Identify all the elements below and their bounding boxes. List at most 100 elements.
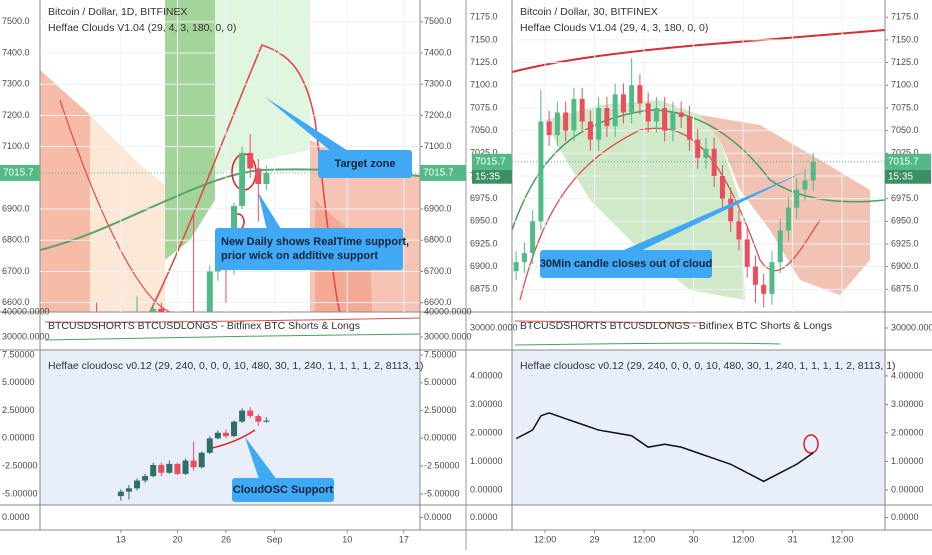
- y-tick-label: 1.00000: [470, 456, 503, 466]
- candle-body: [117, 491, 124, 497]
- candle-body: [158, 465, 165, 473]
- y-tick-label: 7100.0: [470, 80, 498, 90]
- y-tick-label: 6950.0: [891, 216, 919, 226]
- candle-body: [546, 121, 552, 136]
- callout-text: 30Min candle closes out of cloud: [540, 258, 712, 270]
- candle-body: [736, 221, 742, 240]
- y-tick-label: 6975.0: [891, 193, 919, 203]
- y-tick-label: 5.00000: [424, 377, 457, 387]
- shorts-line: [44, 317, 421, 323]
- candle-body: [711, 148, 717, 176]
- y-tick-label: 30000.0000: [2, 331, 50, 341]
- y-tick-label: 6925.0: [470, 238, 498, 248]
- y-tick-label: 1.00000: [891, 456, 924, 466]
- y-tick-label: 5.00000: [2, 377, 35, 387]
- candle-body: [596, 107, 602, 140]
- osc-background: [40, 350, 420, 505]
- pane-title: BTCUSDSHORTS BTCUSDLONGS - Bitfinex BTC …: [520, 320, 832, 332]
- y-tick-label: 6700.0: [424, 266, 452, 276]
- candle-body: [166, 463, 173, 473]
- candle-body: [198, 452, 205, 468]
- countdown-label: 15:35: [888, 171, 913, 182]
- candle-body: [158, 308, 165, 312]
- candle-body: [206, 271, 213, 312]
- y-tick-label: 6600.0: [424, 297, 452, 307]
- y-tick-label: 7050.0: [891, 125, 919, 135]
- candle-body: [563, 112, 569, 131]
- y-tick-label: 6900.0: [2, 203, 30, 213]
- last-price-tag: [0, 164, 40, 181]
- candle-body: [810, 161, 816, 181]
- candle-body: [785, 207, 791, 231]
- y-tick-label: 2.50000: [2, 405, 35, 415]
- candles: [117, 407, 270, 501]
- y-tick-label: -5.00000: [424, 488, 460, 498]
- callout-box: [232, 478, 334, 502]
- candle-body: [802, 180, 808, 190]
- callout-text: Target zone: [335, 158, 396, 170]
- y-tick-label: -2.50000: [424, 460, 460, 470]
- y-tick-label: 7500.0: [424, 16, 452, 26]
- x-tick-label: 17: [399, 534, 409, 544]
- candle-body: [794, 189, 800, 208]
- y-tick-label: 7025.0: [470, 148, 498, 158]
- y-tick-label: 0.00000: [2, 433, 35, 443]
- y-tick-label: 6875.0: [470, 284, 498, 294]
- candle-body: [686, 117, 692, 140]
- candle-body: [134, 480, 141, 489]
- y-tick-label: 6700.0: [2, 266, 30, 276]
- candle-body: [653, 107, 659, 122]
- y-tick-label: 7100.0: [424, 141, 452, 151]
- y-tick-label: 0.00000: [891, 484, 924, 494]
- candle-body: [769, 262, 775, 294]
- candle-body: [222, 432, 229, 437]
- candle-body: [719, 175, 725, 199]
- y-tick-label: 0.00000: [424, 433, 457, 443]
- y-tick-label: 6600.0: [2, 297, 30, 307]
- chart-title: Bitcoin / Dollar, 1D, BITFINEX: [48, 6, 187, 18]
- x-tick-label: 31: [788, 534, 798, 544]
- candle-body: [125, 488, 132, 492]
- chart-title: Bitcoin / Dollar, 30, BITFINEX: [520, 6, 658, 18]
- y-tick-label: 7200.0: [2, 110, 30, 120]
- candles: [513, 58, 816, 308]
- last-price-tag: [420, 164, 466, 181]
- last-price-label: 7015.7: [475, 156, 506, 167]
- y-tick-label: 7200.0: [424, 110, 452, 120]
- y-tick-label: 6950.0: [470, 216, 498, 226]
- indicator-title: Heffae Clouds V1.04 (29, 4, 3, 180, 0, 0…: [48, 22, 236, 34]
- candle-body: [182, 460, 189, 474]
- x-tick-label: 12:00: [633, 534, 656, 544]
- x-tick-label: 12:00: [831, 534, 854, 544]
- x-tick-label: 30: [689, 534, 699, 544]
- callout-pointer: [591, 170, 808, 264]
- y-tick-label: 2.00000: [470, 427, 503, 437]
- candle-body: [587, 121, 593, 140]
- y-tick-label: 6975.0: [470, 193, 498, 203]
- candle-body: [645, 103, 651, 122]
- callout-pointer: [265, 97, 369, 164]
- candle-body: [744, 239, 750, 267]
- callout-box: [318, 150, 412, 178]
- candle-body: [247, 152, 254, 169]
- candle-body: [571, 98, 577, 131]
- candle-body: [752, 266, 758, 285]
- y-tick-label: 6800.0: [2, 235, 30, 245]
- candle-body: [214, 432, 221, 439]
- pane-dividers: [0, 0, 932, 531]
- osc-background: [512, 350, 885, 505]
- y-tick-label: 2.50000: [424, 405, 457, 415]
- y-tick-label: 7125.0: [891, 57, 919, 67]
- candle-body: [579, 98, 585, 122]
- y-tick-label: 4.00000: [470, 370, 503, 380]
- y-tick-label: 30000.0000: [891, 322, 932, 332]
- y-tick-label: 7500.0: [2, 16, 30, 26]
- candle-body: [239, 410, 246, 422]
- y-tick-label: 7150.0: [891, 34, 919, 44]
- last-price-label: 7015.7: [423, 168, 454, 179]
- shorts-line: [514, 320, 701, 324]
- candle-body: [150, 308, 157, 312]
- candle-body: [231, 421, 238, 437]
- x-tick-label: 29: [590, 534, 600, 544]
